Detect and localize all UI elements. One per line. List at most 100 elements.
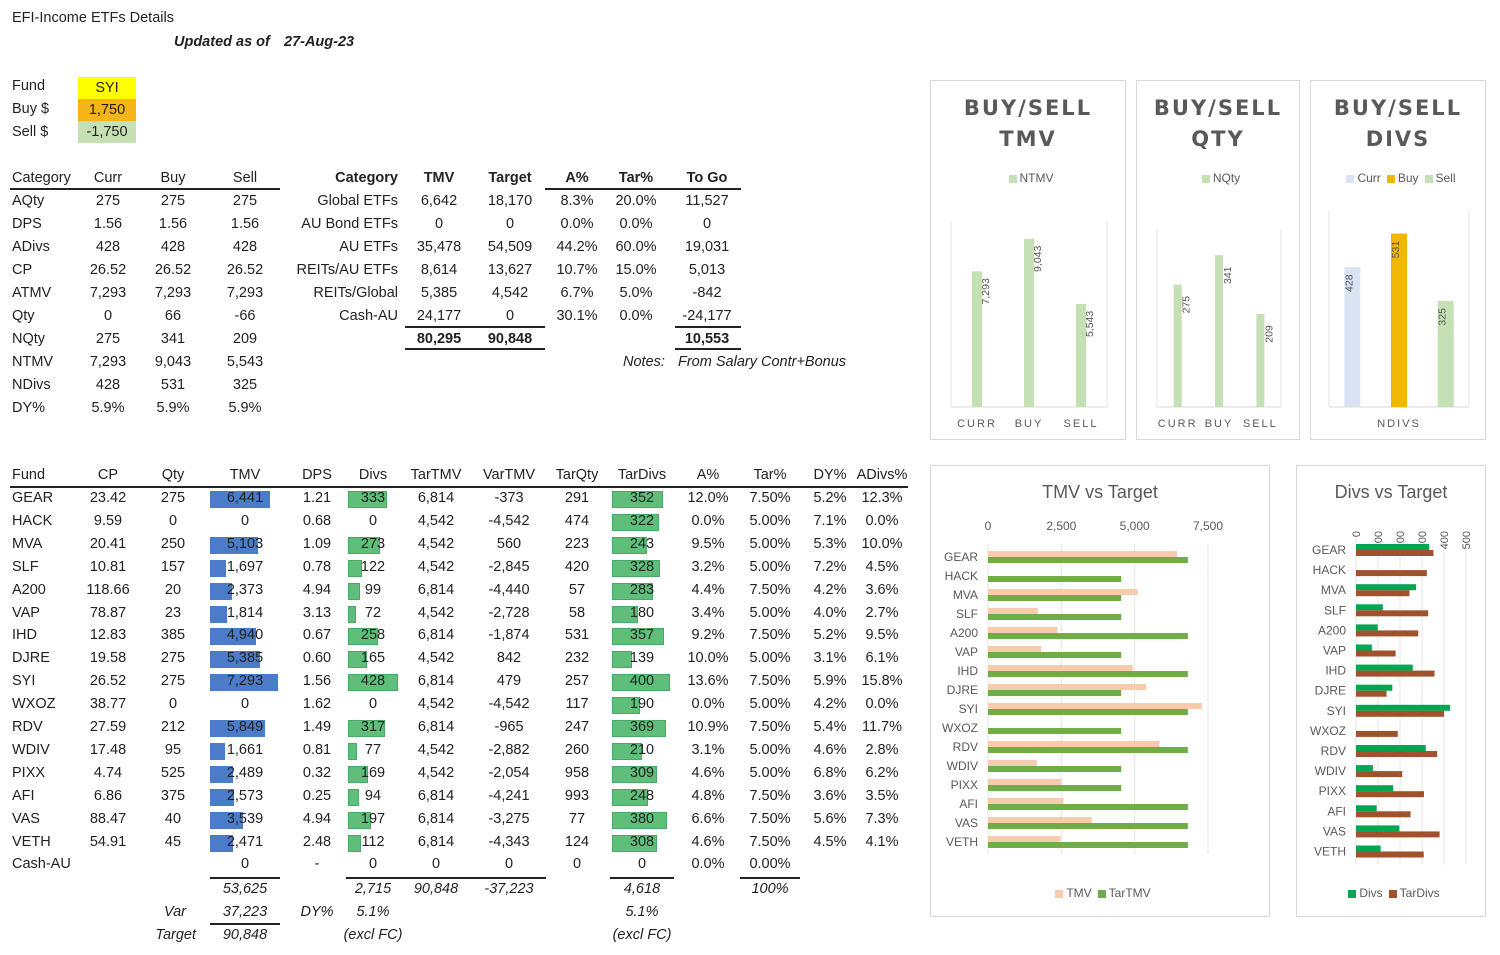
category-label: WDIV	[1315, 764, 1346, 778]
fund-cell: 6,814	[417, 810, 455, 827]
tardivs-databar	[612, 834, 657, 852]
category-label: HACK	[945, 569, 978, 583]
chart-svg: 428 531 325 NDIVS	[1328, 211, 1470, 430]
fund-cell: 10.9%	[687, 719, 729, 735]
fund-row-label: Cash-AU	[12, 856, 71, 873]
funds-total-divs: 2,715	[354, 881, 392, 898]
tick-label: 7,500	[1193, 519, 1223, 533]
fund-cell: 369	[629, 719, 655, 735]
fund-cell: 5.4%	[813, 719, 847, 735]
summary-cell: 275	[160, 193, 186, 209]
fund-cell: 6,814	[417, 787, 455, 804]
fund-input[interactable]: SYI	[78, 77, 136, 99]
fund-cell: 842	[496, 650, 522, 667]
fund-cell: 2,373	[226, 581, 264, 598]
fund-cell: 0.0%	[865, 696, 899, 713]
bar-series-1	[1356, 584, 1417, 591]
fund-cell: 5.6%	[813, 810, 847, 827]
fund-cell: 250	[160, 535, 186, 552]
fund-cell: 88.47	[89, 810, 127, 827]
fund-cell: 11.7%	[861, 719, 903, 735]
fund-cell: 4.6%	[691, 833, 725, 850]
bar	[1076, 303, 1086, 407]
bar-series-2	[988, 785, 1122, 791]
category-label: SELL	[1064, 418, 1099, 430]
bar-series-1	[988, 836, 1061, 842]
chart-divs-vs-target: Divs vs Target 0 100 200 300 400 500 GEAR HACK M…	[1296, 465, 1486, 917]
bar-value-label: 531	[1390, 241, 1402, 259]
buy-input[interactable]: 1,750	[78, 99, 136, 121]
updated-date: 27-Aug-23	[284, 34, 355, 50]
fund-cell: 4,542	[417, 512, 455, 529]
bar-series-2	[988, 728, 1122, 734]
fund-cell: 4,542	[417, 696, 455, 713]
fund-cell: 531	[564, 627, 590, 644]
chart-buysell-qty: BUY/SELL QTY NQty 275 341 209 CURR BUY SELL	[1136, 80, 1300, 440]
funds-header: TMV	[229, 467, 261, 483]
fund-cell: 4.2%	[813, 581, 847, 598]
fund-cell: 0.67	[302, 627, 332, 644]
category-label: IHD	[957, 664, 978, 678]
var-underline	[210, 923, 280, 925]
divs-databar	[348, 811, 371, 829]
category-cell: 0.0%	[619, 216, 653, 232]
dy-tardivs: 5.1%	[625, 904, 659, 921]
funds-total-tarpct: 100%	[751, 881, 789, 898]
chart-title: BUY/SELL QTY	[1153, 96, 1283, 151]
bar-series-1	[1356, 604, 1383, 611]
divs-databar	[348, 628, 379, 646]
funds-header: Tar%	[753, 467, 787, 483]
category-row-label: Global ETFs	[317, 193, 398, 209]
fund-cell: 1,661	[226, 741, 264, 758]
funds-header: A%	[696, 467, 720, 483]
excl-fc-divs: (excl FC)	[343, 927, 403, 944]
fund-cell: 122	[360, 558, 386, 575]
summary-cell: 9,043	[154, 354, 192, 370]
category-label: SLF	[1324, 603, 1346, 617]
bar-series-1	[988, 608, 1038, 614]
fund-cell: -2,882	[488, 741, 530, 758]
summary-cell: 428	[160, 239, 186, 255]
bar-value-label: 275	[1181, 296, 1193, 314]
fund-cell: 275	[160, 650, 186, 667]
fund-cell: 357	[629, 627, 655, 644]
funds-header: Fund	[12, 467, 46, 483]
fund-cell: 5,849	[226, 719, 264, 735]
fund-cell: 4.6%	[813, 741, 847, 758]
legend-tartmv: TarTMV	[1108, 886, 1151, 900]
fund-label: Fund	[12, 78, 46, 94]
summary-cell: 7,293	[89, 354, 127, 370]
fund-cell: -4,542	[488, 696, 530, 713]
bar-series-1	[1356, 704, 1451, 711]
bar-series-2	[988, 633, 1188, 639]
funds-header: Qty	[161, 467, 185, 483]
category-cell: 44.2%	[556, 239, 598, 255]
target-label: Target	[155, 927, 196, 944]
tardivs-databar	[612, 720, 666, 737]
fund-cell: 6,814	[417, 581, 455, 598]
fund-cell: 10.0%	[861, 535, 903, 552]
fund-cell: 3.6%	[865, 581, 899, 598]
fund-cell: 0.32	[302, 764, 332, 781]
sell-input[interactable]: -1,750	[78, 121, 136, 143]
category-header: To Go	[686, 170, 728, 186]
tmv-databar	[210, 674, 278, 692]
summary-header: Buy	[160, 170, 186, 186]
category-cell: 11,527	[685, 193, 729, 209]
bar	[1173, 284, 1182, 407]
fund-cell: 223	[564, 535, 590, 552]
funds-total-vartmv: -37,223	[484, 881, 534, 898]
fund-cell: 958	[564, 764, 590, 781]
category-label: SLF	[956, 607, 978, 621]
bar-series-1	[1356, 664, 1413, 671]
fund-cell: 6.1%	[865, 650, 899, 667]
tmv-databar	[210, 811, 243, 829]
category-row-label: Cash-AU	[339, 308, 398, 324]
chart-legend: NQty	[1137, 171, 1299, 185]
category-label: PIXX	[951, 778, 978, 792]
summary-cell: 428	[95, 377, 121, 393]
fund-cell: 243	[629, 535, 655, 552]
bar-series-2	[1356, 690, 1387, 697]
divs-databar	[348, 651, 368, 669]
fund-cell: 7.50%	[749, 627, 791, 644]
